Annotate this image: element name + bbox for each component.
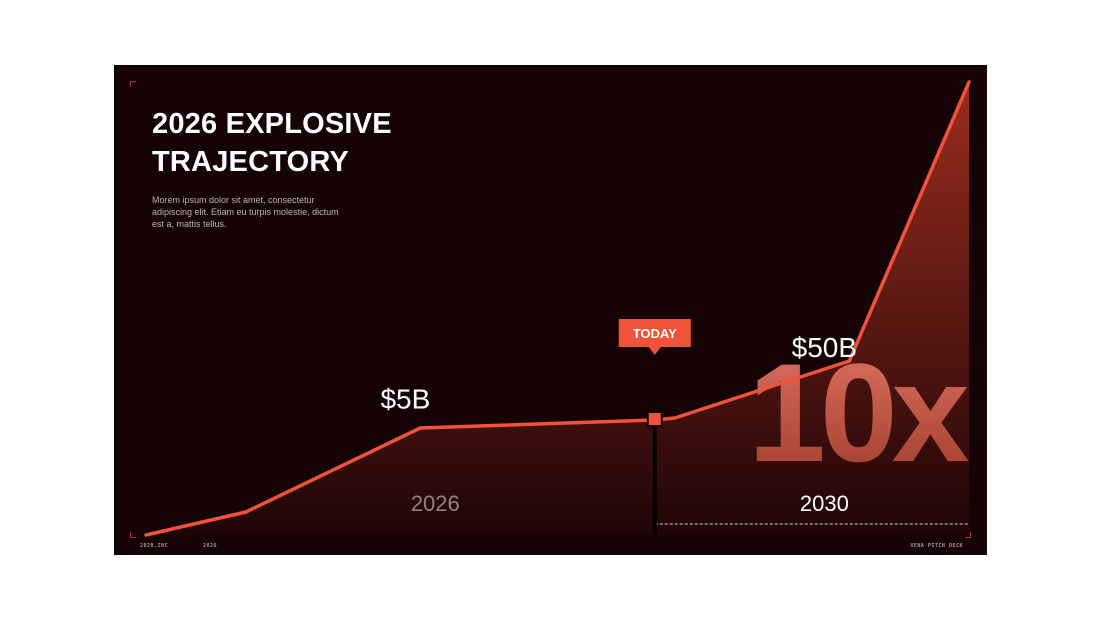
slide-title: 2026 EXPLOSIVE TRAJECTORY bbox=[152, 105, 472, 181]
trajectory-chart: 10x $5B $50B 2026 2030 TODAY bbox=[144, 80, 975, 537]
title-line-1: 2026 EXPLOSIVE bbox=[152, 108, 392, 140]
today-badge bbox=[618, 319, 691, 347]
value-label: $5B bbox=[380, 384, 430, 415]
trajectory-segment bbox=[847, 80, 971, 363]
slide: 10x $5B $50B 2026 2030 TODAY 2026 EXPLOSIVE T… bbox=[114, 65, 987, 555]
today-badge-pointer bbox=[648, 347, 661, 355]
slide-description: Morem ipsum dolor sit amet, consectetur … bbox=[152, 195, 339, 229]
corner-mark-bottom-right bbox=[965, 532, 971, 538]
today-label: TODAY bbox=[633, 326, 677, 341]
trajectory-segment bbox=[144, 510, 248, 537]
trajectory-segment bbox=[418, 418, 657, 430]
period-label: 2026 bbox=[411, 491, 460, 516]
trajectory-segment bbox=[672, 359, 852, 420]
title-line-2: TRAJECTORY bbox=[152, 146, 349, 178]
multiplier-text: 10x bbox=[748, 334, 969, 491]
period-label: 2030 bbox=[800, 491, 849, 516]
footer-company: 2020.INC bbox=[140, 543, 169, 549]
value-label: $50B bbox=[792, 332, 857, 363]
area-fill bbox=[146, 82, 969, 535]
footer-deck-name: XENA PITCH DECK bbox=[910, 543, 963, 549]
corner-mark-top-left bbox=[130, 81, 136, 87]
today-marker bbox=[646, 411, 663, 427]
footer-year: 2026 bbox=[203, 543, 218, 549]
trajectory-segment bbox=[244, 426, 423, 514]
corner-mark-bottom-left bbox=[130, 532, 136, 538]
